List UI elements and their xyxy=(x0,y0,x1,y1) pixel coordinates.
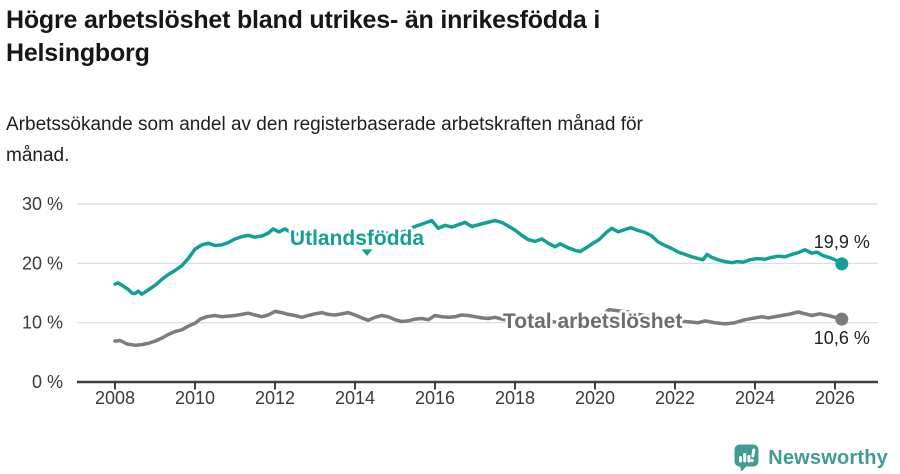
series-label-utlandsfodda: Utlandsfödda xyxy=(290,227,424,250)
y-axis-label: 30 % xyxy=(22,194,63,214)
series-end-dot-total xyxy=(835,312,849,326)
chart-subtitle: Arbetssökande som andel av den registerb… xyxy=(6,109,866,171)
series-label-total: Total arbetslöshet xyxy=(503,310,682,333)
end-value-label-total: 10,6 % xyxy=(814,328,870,348)
y-axis-label: 20 % xyxy=(22,253,63,273)
series-line-total xyxy=(113,307,844,347)
page-title: Högre arbetslöshet bland utrikes- än inr… xyxy=(6,4,894,70)
x-axis-label: 2020 xyxy=(575,388,615,408)
y-axis-label: 10 % xyxy=(22,313,63,333)
x-axis-label: 2026 xyxy=(815,388,855,408)
x-axis-label: 2008 xyxy=(95,388,135,408)
x-axis-label: 2024 xyxy=(735,388,775,408)
chart-subtitle-line-1: Arbetssökande som andel av den registerb… xyxy=(6,114,643,135)
newsworthy-wordmark: Newsworthy xyxy=(768,446,888,469)
chart-subtitle-line-2: månad. xyxy=(6,145,70,166)
series-label-caret-icon xyxy=(361,249,373,256)
x-axis-label: 2018 xyxy=(495,388,535,408)
end-value-label-utlandsfodda: 19,9 % xyxy=(814,232,870,252)
page-title-line-2: Helsingborg xyxy=(6,39,150,67)
bar-chart-speech-bubble-icon xyxy=(734,444,759,472)
page-title-line-1: Högre arbetslöshet bland utrikes- än inr… xyxy=(6,6,601,34)
y-axis-label: 0 % xyxy=(32,372,63,392)
x-axis-label: 2016 xyxy=(415,388,455,408)
x-axis-label: 2022 xyxy=(655,388,695,408)
series-line-utlandsfodda xyxy=(113,218,844,296)
series-end-dot-utlandsfodda xyxy=(835,257,849,271)
x-axis-label: 2010 xyxy=(175,388,215,408)
newsworthy-logo: Newsworthy xyxy=(734,443,888,473)
x-axis-label: 2012 xyxy=(255,388,295,408)
x-axis-label: 2014 xyxy=(335,388,375,408)
